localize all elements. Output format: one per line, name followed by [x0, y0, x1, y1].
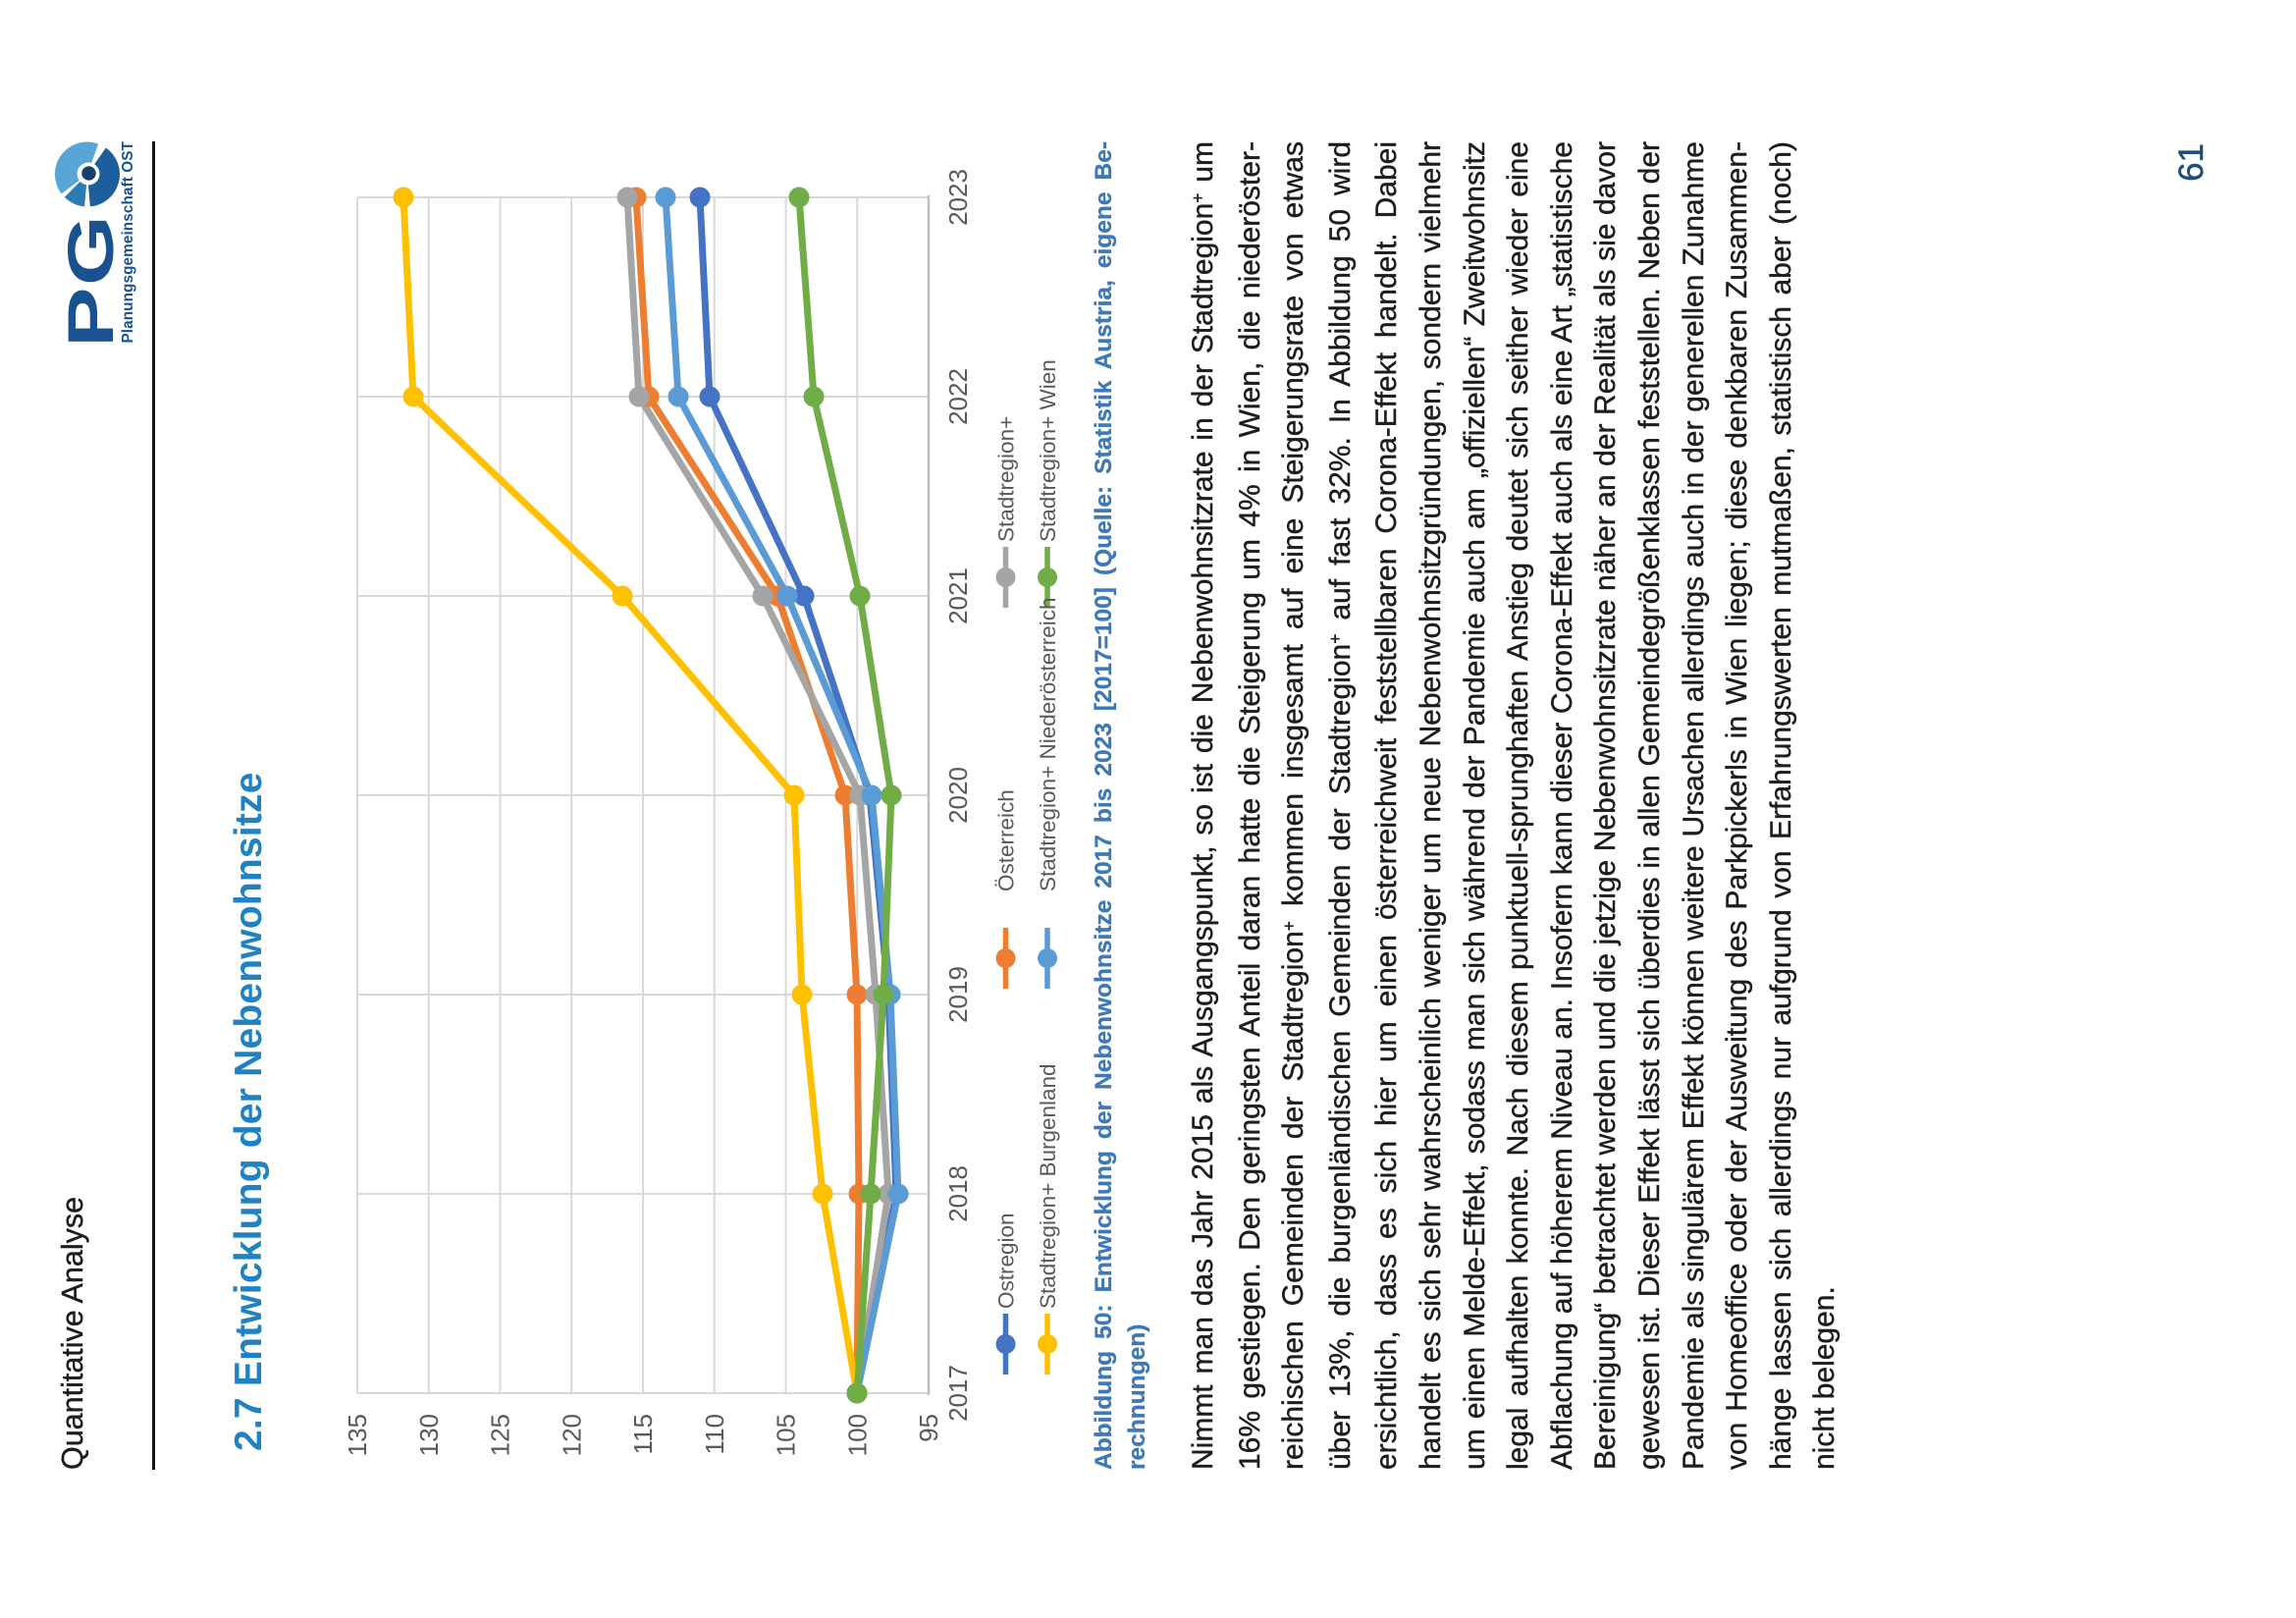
svg-text:Stadtregion+ Burgenland: Stadtregion+ Burgenland	[1036, 1063, 1060, 1309]
svg-text:95: 95	[914, 1414, 943, 1442]
svg-text:125: 125	[486, 1414, 515, 1456]
svg-text:2021: 2021	[943, 567, 973, 624]
svg-text:Ostregion: Ostregion	[994, 1213, 1019, 1309]
svg-text:130: 130	[414, 1414, 444, 1456]
svg-text:100: 100	[842, 1414, 872, 1456]
svg-text:105: 105	[772, 1414, 801, 1456]
svg-text:2023: 2023	[943, 169, 973, 226]
svg-text:2019: 2019	[943, 966, 973, 1023]
svg-text:2020: 2020	[943, 767, 973, 824]
svg-text:Stadtregion+: Stadtregion+	[994, 416, 1019, 542]
svg-text:Stadtregion+ Niederösterreich: Stadtregion+ Niederösterreich	[1036, 597, 1060, 891]
svg-text:120: 120	[557, 1414, 586, 1456]
svg-text:135: 135	[343, 1414, 372, 1456]
svg-text:2022: 2022	[943, 368, 973, 425]
svg-text:Österreich: Österreich	[994, 789, 1019, 891]
svg-text:115: 115	[628, 1414, 658, 1454]
svg-text:Stadtregion+ Wien: Stadtregion+ Wien	[1036, 359, 1060, 542]
svg-text:2018: 2018	[943, 1165, 973, 1222]
svg-text:110: 110	[700, 1414, 729, 1454]
svg-text:2017: 2017	[943, 1365, 973, 1422]
